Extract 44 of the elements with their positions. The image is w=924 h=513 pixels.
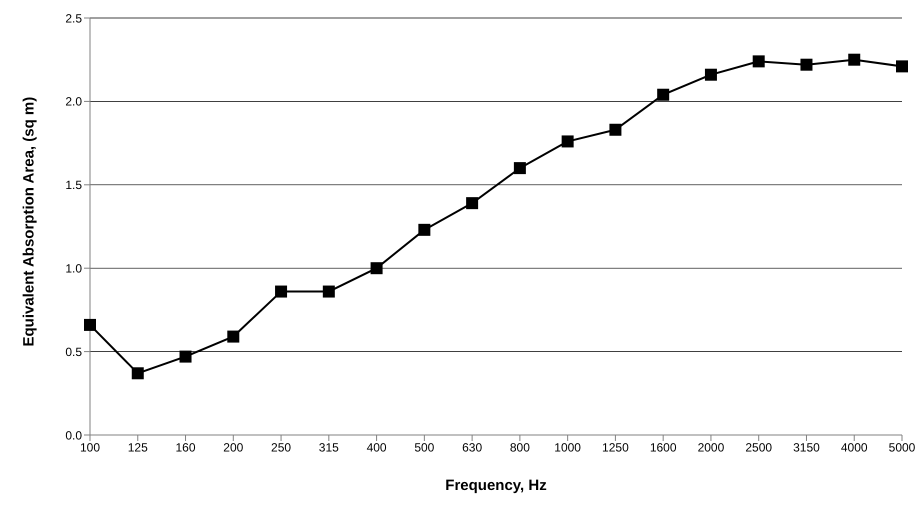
x-tick-label: 400 (366, 440, 387, 455)
y-tick-label: 1.5 (65, 178, 82, 192)
y-tick-label: 2.0 (65, 94, 82, 109)
x-tick-label: 5000 (888, 440, 916, 455)
y-tick-label: 0.0 (65, 428, 82, 442)
y-axis-title: Equivalent Absorption Area, (sq m) (20, 96, 38, 346)
y-tick-label: 1.0 (65, 261, 82, 276)
point (466, 197, 478, 210)
x-tick-label: 800 (510, 440, 530, 455)
point (275, 286, 288, 298)
point (418, 224, 430, 236)
point (370, 262, 383, 274)
x-tick-label: 630 (462, 440, 482, 455)
point (132, 367, 144, 380)
x-tick-label: 3150 (793, 440, 820, 455)
x-tick-label: 1250 (602, 440, 630, 455)
x-tick-label: 500 (414, 440, 435, 455)
point (704, 68, 717, 81)
point (227, 330, 240, 343)
x-tick-label: 125 (128, 440, 148, 455)
point (752, 55, 765, 68)
point (800, 58, 812, 71)
y-tick-label: 0.5 (65, 344, 82, 359)
point (657, 88, 670, 101)
x-tick-label: 200 (223, 440, 244, 455)
x-tick-label: 100 (80, 440, 100, 455)
point (609, 124, 622, 136)
point (848, 54, 860, 66)
point (84, 318, 96, 331)
x-tick-label: 315 (318, 440, 340, 455)
x-tick-label: 2500 (745, 440, 772, 455)
x-tick-label: 160 (176, 440, 196, 455)
y-tick-label: 2.5 (65, 11, 82, 26)
point (562, 135, 574, 148)
x-tick-label: 4000 (840, 440, 868, 455)
x-tick-label: 250 (271, 440, 292, 455)
point (322, 286, 335, 298)
point (180, 350, 192, 363)
x-tick-label: 1600 (650, 440, 677, 455)
x-tick-label: 2000 (698, 440, 725, 455)
x-axis-title: Frequency, Hz (445, 477, 547, 494)
point (896, 60, 908, 72)
x-tick-label: 1000 (554, 440, 582, 455)
point (514, 162, 526, 174)
